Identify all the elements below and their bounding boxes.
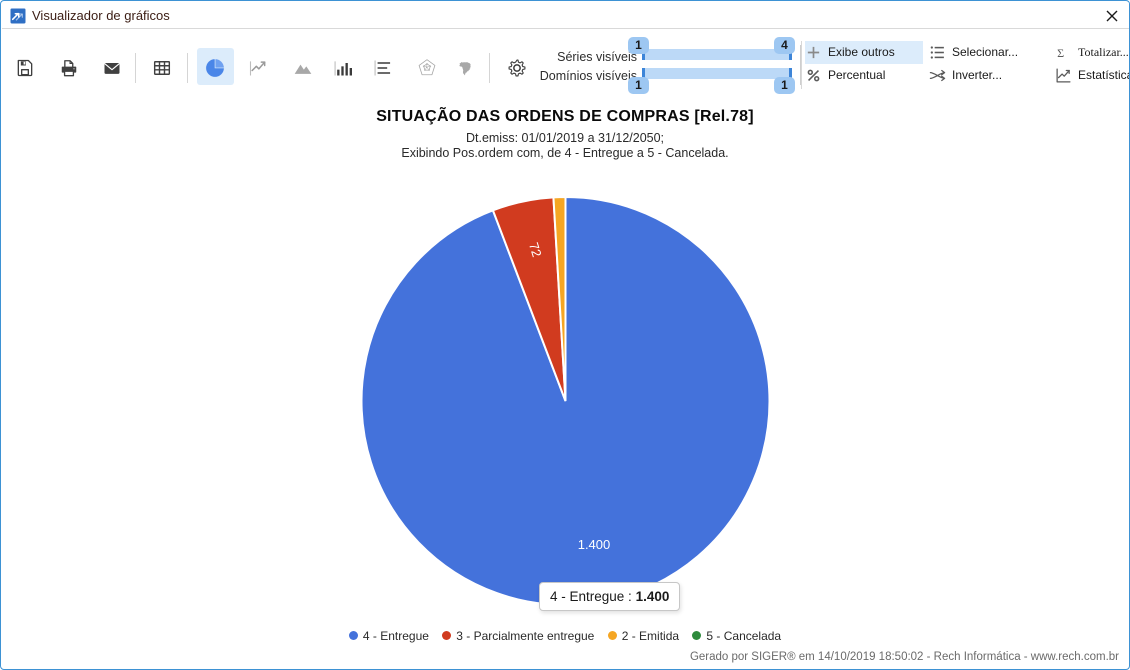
svg-text:1.400: 1.400 <box>578 537 611 552</box>
